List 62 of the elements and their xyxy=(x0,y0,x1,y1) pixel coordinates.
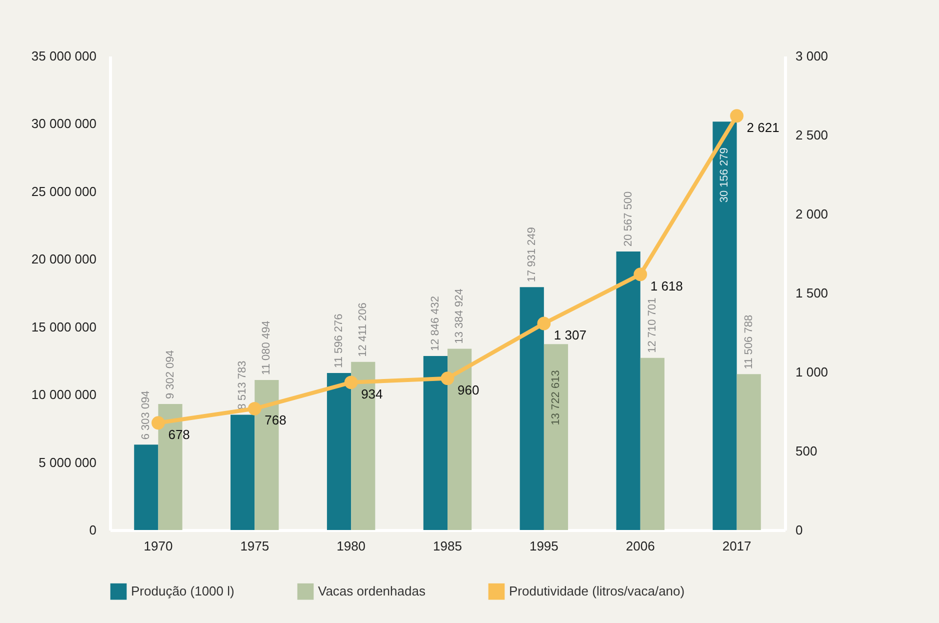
bar xyxy=(712,122,737,530)
data-label: 960 xyxy=(458,382,480,398)
y2-tick-label: 0 xyxy=(796,522,803,538)
data-label: 20 567 500 xyxy=(622,191,634,246)
x-tick-label: 1970 xyxy=(144,538,173,554)
bar xyxy=(544,344,568,530)
data-label: 12 411 206 xyxy=(357,302,370,357)
y2-tick-label: 1 500 xyxy=(796,286,828,300)
x-tick-label: 1980 xyxy=(336,538,366,554)
y-tick-label: 0 xyxy=(89,522,96,538)
point xyxy=(344,376,358,390)
data-label: 12 846 432 xyxy=(429,296,442,352)
data-label: 13 722 613 xyxy=(550,370,562,426)
y2-tick-label: 2 500 xyxy=(796,128,828,142)
data-label: 6 303 094 xyxy=(140,390,152,440)
x-tick-label: 2006 xyxy=(626,538,655,554)
data-label: 30 156 279 xyxy=(718,148,731,203)
data-label: 17 931 249 xyxy=(526,227,538,282)
data-label: 678 xyxy=(168,426,190,442)
data-label: 9 302 094 xyxy=(164,350,176,400)
x-tick-label: 1985 xyxy=(433,538,462,554)
data-label: 11 506 788 xyxy=(742,314,755,370)
bar xyxy=(616,251,640,530)
y-tick-label: 15 000 000 xyxy=(31,319,96,334)
bar xyxy=(230,414,255,530)
data-label: 2 621 xyxy=(746,120,780,135)
data-label: 768 xyxy=(264,412,286,428)
y-tick-label: 35 000 000 xyxy=(31,48,96,64)
bar xyxy=(423,356,448,530)
data-label: 11 596 276 xyxy=(333,314,346,368)
y-tick-label: 20 000 000 xyxy=(31,252,96,267)
x-tick-label: 1975 xyxy=(240,538,270,554)
x-tick-label: 1995 xyxy=(529,538,558,554)
y2-tick-label: 2 000 xyxy=(796,206,828,222)
point xyxy=(730,109,744,123)
x-tick-label: 2017 xyxy=(722,538,752,554)
legend-label: Produção (1000 l) xyxy=(131,584,234,599)
bar xyxy=(736,374,761,530)
bar xyxy=(134,444,158,530)
bar xyxy=(520,287,544,530)
data-label: 1 618 xyxy=(650,278,683,294)
data-label: 12 710 701 xyxy=(646,298,658,353)
y-tick-label: 30 000 000 xyxy=(31,116,96,132)
data-label: 13 384 924 xyxy=(454,288,466,344)
bar xyxy=(640,358,664,530)
y-tick-label: 5 000 000 xyxy=(38,454,96,470)
point xyxy=(440,372,454,386)
bar xyxy=(326,372,352,530)
y-tick-label: 25 000 000 xyxy=(31,184,96,199)
y2-tick-label: 3 000 xyxy=(796,48,828,64)
data-label: 1 307 xyxy=(554,327,586,342)
point xyxy=(537,316,551,330)
data-label: 934 xyxy=(361,386,383,402)
point xyxy=(248,402,262,416)
legend-label: Vacas ordenhadas xyxy=(318,584,426,599)
legend-label: Produtividade (litros/vaca/ano) xyxy=(509,584,685,599)
y-tick-label: 10 000 000 xyxy=(31,387,96,402)
point xyxy=(152,416,165,430)
y2-tick-label: 1 000 xyxy=(796,364,828,380)
y2-tick-label: 500 xyxy=(796,444,818,458)
data-label: 11 080 494 xyxy=(260,320,273,375)
point xyxy=(634,268,648,282)
